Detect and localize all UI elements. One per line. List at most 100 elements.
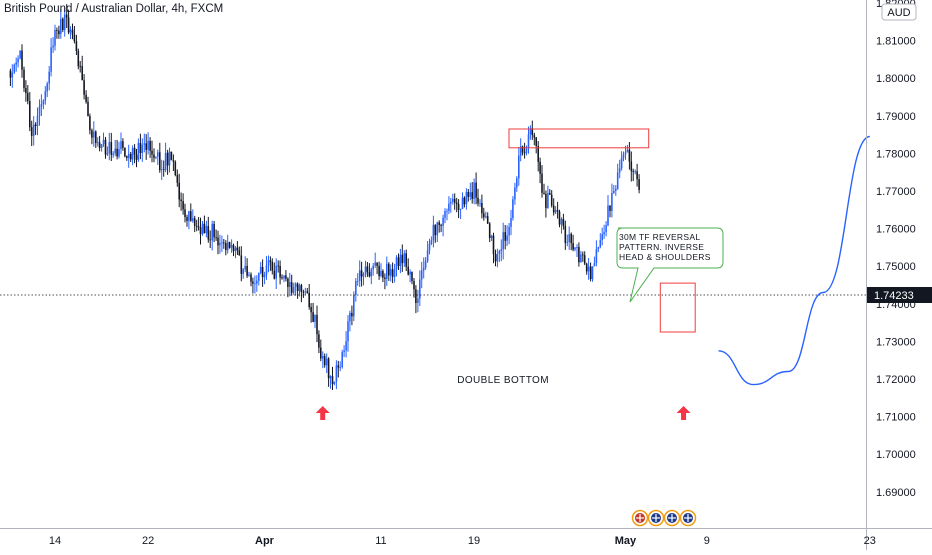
time-tick-label: 9 — [704, 535, 710, 547]
price-tick-label: 1.69000 — [876, 487, 916, 499]
time-axis[interactable]: 14 22 Apr 11 19 May 9 23 — [49, 535, 876, 547]
candle — [195, 219, 198, 232]
event-flag-icon[interactable] — [679, 509, 697, 527]
candle — [351, 305, 353, 326]
candle — [50, 38, 52, 77]
candle — [98, 135, 101, 152]
candle — [102, 132, 105, 147]
candle — [62, 17, 64, 33]
candle — [519, 138, 522, 162]
candle — [85, 90, 87, 104]
up-arrow-icon — [315, 406, 330, 420]
candle — [75, 34, 78, 55]
price-tick-label: 1.73000 — [876, 336, 916, 348]
currency-label: AUD — [887, 7, 910, 19]
candle — [225, 240, 227, 256]
reversal-pattern-box[interactable] — [659, 282, 696, 333]
candle — [52, 37, 54, 53]
candle — [120, 132, 122, 154]
candle — [238, 246, 241, 256]
candle — [560, 217, 563, 234]
candle — [360, 261, 363, 287]
candle — [603, 224, 605, 239]
candle — [143, 133, 146, 153]
candle — [370, 267, 373, 285]
candle — [193, 215, 196, 232]
candle — [149, 137, 151, 158]
candle — [580, 250, 582, 263]
candle — [269, 256, 272, 271]
candle — [403, 250, 406, 267]
candle — [572, 234, 574, 252]
candle — [574, 247, 576, 252]
candle — [407, 258, 409, 276]
candle — [170, 151, 173, 161]
candle — [605, 221, 607, 237]
candle — [58, 25, 60, 39]
candle — [89, 113, 91, 135]
candle — [356, 273, 359, 286]
projection-layer — [718, 135, 871, 386]
candle — [331, 366, 334, 390]
resistance-box[interactable] — [508, 128, 650, 149]
candle — [539, 157, 541, 184]
time-tick-label: 23 — [864, 535, 876, 547]
candle — [591, 266, 594, 282]
event-flag-icon[interactable] — [631, 509, 649, 527]
price-tick-label: 1.75000 — [876, 261, 916, 273]
candle — [155, 156, 157, 160]
candle — [411, 271, 413, 285]
candle — [329, 375, 332, 389]
candle — [302, 289, 305, 298]
event-flag-icon[interactable] — [647, 509, 665, 527]
candle — [199, 217, 202, 245]
candle — [141, 138, 144, 162]
candle — [496, 248, 499, 268]
candle — [353, 291, 355, 322]
candle — [69, 26, 72, 39]
candle — [83, 74, 85, 100]
candle — [549, 189, 551, 195]
candle — [252, 277, 254, 294]
candle — [550, 190, 553, 208]
candle — [29, 92, 31, 132]
candle — [533, 132, 536, 146]
candle — [490, 234, 493, 242]
candle — [300, 283, 303, 303]
candle — [589, 262, 592, 282]
candle — [310, 303, 312, 323]
event-flag-icon[interactable] — [663, 509, 681, 527]
callout-bubble[interactable] — [616, 227, 724, 303]
candle — [562, 213, 565, 230]
price-tick-label: 1.72000 — [876, 374, 916, 386]
candle — [576, 244, 578, 257]
candle — [368, 263, 371, 278]
candle — [366, 262, 369, 277]
projection-curve[interactable] — [718, 135, 871, 386]
candle — [409, 269, 411, 283]
time-tick-label: 22 — [142, 535, 154, 547]
candle — [256, 275, 258, 292]
candle — [258, 272, 260, 286]
candle — [131, 145, 134, 166]
candle — [382, 269, 384, 282]
candle — [498, 249, 501, 262]
candle — [601, 227, 603, 246]
candle — [290, 274, 293, 296]
candle — [283, 275, 285, 283]
economic-events[interactable] — [631, 509, 697, 527]
candle — [440, 223, 442, 233]
candle — [325, 353, 328, 373]
candle — [455, 197, 458, 213]
candle — [263, 271, 266, 285]
candle — [93, 121, 95, 147]
currency-badge[interactable]: AUD — [881, 3, 917, 21]
candle — [508, 223, 510, 245]
candle — [556, 201, 559, 219]
candle — [632, 168, 634, 182]
candle — [27, 85, 29, 105]
candle — [378, 261, 380, 280]
candle — [275, 258, 277, 289]
price-tick-label: 1.79000 — [876, 111, 916, 123]
